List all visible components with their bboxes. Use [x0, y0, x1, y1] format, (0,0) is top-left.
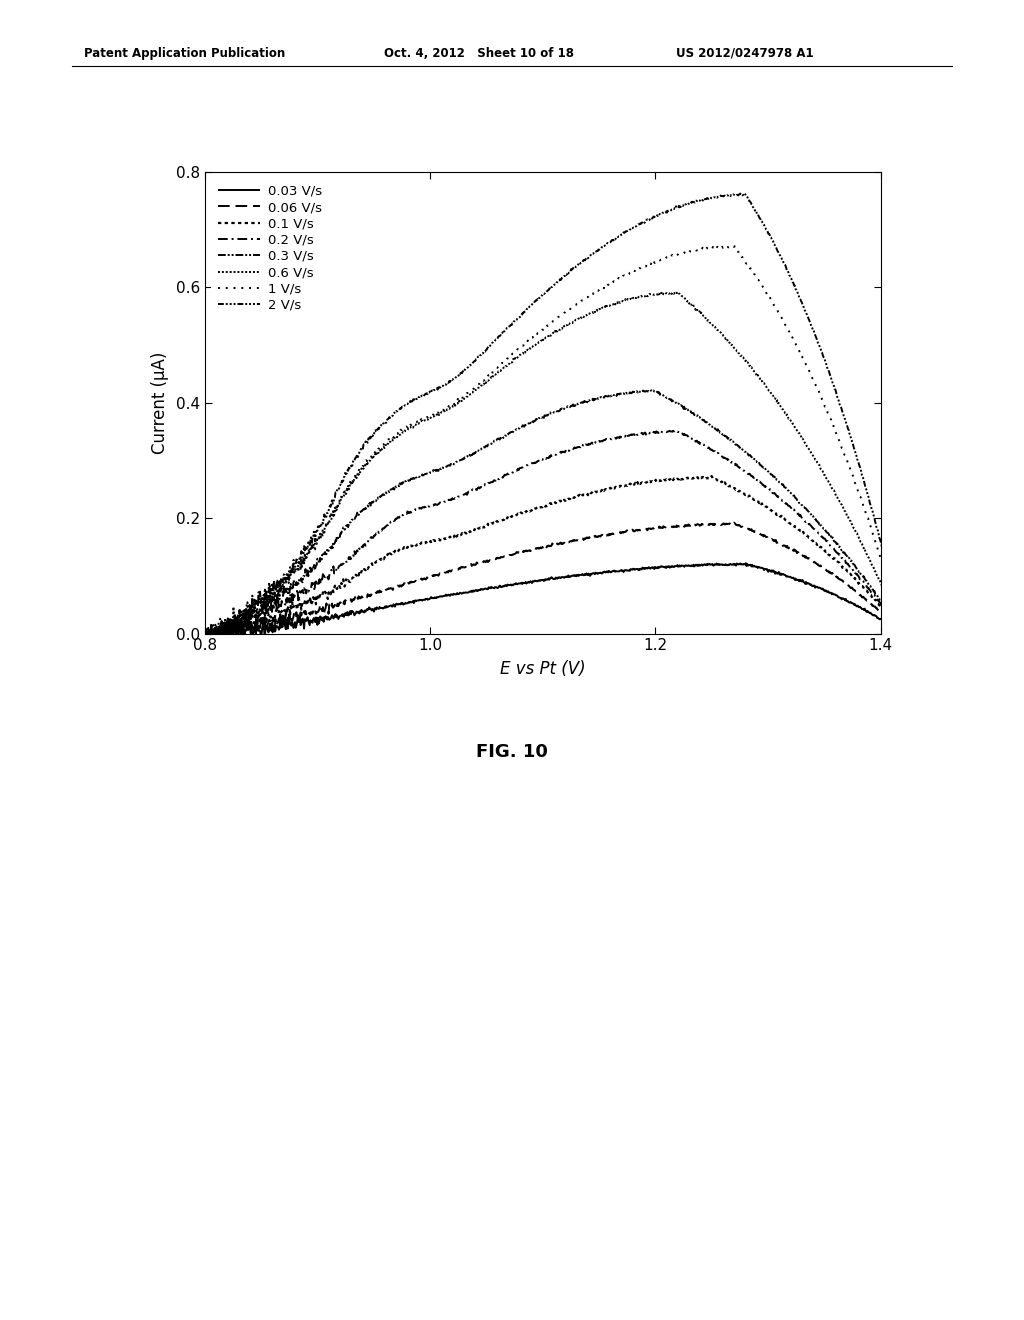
0.1 V/s — [706, 469, 718, 484]
0.3 V/s — [213, 631, 225, 647]
Line: 0.3 V/s: 0.3 V/s — [205, 391, 903, 639]
0.06 V/s — [728, 515, 740, 531]
0.1 V/s — [270, 601, 283, 616]
0.03 V/s — [897, 626, 909, 642]
0.3 V/s — [199, 622, 211, 638]
0.6 V/s — [270, 576, 283, 591]
1 V/s — [744, 260, 757, 276]
0.03 V/s — [739, 556, 752, 572]
0.06 V/s — [206, 630, 218, 645]
0.1 V/s — [897, 626, 909, 642]
0.6 V/s — [200, 631, 212, 647]
0.2 V/s — [506, 465, 518, 480]
1 V/s — [507, 346, 519, 362]
0.1 V/s — [679, 471, 691, 487]
Line: 0.03 V/s: 0.03 V/s — [205, 564, 903, 643]
Text: US 2012/0247978 A1: US 2012/0247978 A1 — [676, 46, 813, 59]
0.1 V/s — [217, 632, 229, 648]
0.3 V/s — [680, 401, 692, 417]
0.06 V/s — [199, 626, 211, 642]
0.03 V/s — [757, 561, 769, 577]
Text: Patent Application Publication: Patent Application Publication — [84, 46, 286, 59]
0.2 V/s — [679, 426, 691, 442]
0.03 V/s — [199, 624, 211, 640]
2 V/s — [507, 315, 519, 331]
0.06 V/s — [507, 546, 519, 562]
0.3 V/s — [507, 424, 519, 440]
1 V/s — [720, 238, 732, 253]
Line: 0.1 V/s: 0.1 V/s — [205, 477, 903, 640]
0.06 V/s — [270, 618, 283, 634]
0.06 V/s — [744, 521, 757, 537]
2 V/s — [481, 339, 494, 355]
X-axis label: E vs Pt (V): E vs Pt (V) — [500, 660, 586, 678]
2 V/s — [679, 197, 691, 213]
0.03 V/s — [679, 557, 691, 573]
0.1 V/s — [757, 498, 769, 513]
Line: 0.06 V/s: 0.06 V/s — [205, 523, 903, 638]
0.3 V/s — [897, 626, 909, 642]
0.6 V/s — [680, 292, 692, 308]
0.2 V/s — [897, 624, 909, 640]
1 V/s — [204, 631, 216, 647]
0.3 V/s — [757, 459, 769, 475]
0.06 V/s — [679, 517, 691, 533]
0.3 V/s — [270, 587, 283, 603]
0.2 V/s — [743, 466, 756, 482]
0.06 V/s — [897, 626, 909, 642]
0.2 V/s — [669, 422, 681, 438]
0.03 V/s — [481, 581, 494, 597]
Line: 0.6 V/s: 0.6 V/s — [205, 292, 903, 639]
Line: 2 V/s: 2 V/s — [205, 194, 903, 638]
0.6 V/s — [757, 375, 769, 391]
0.1 V/s — [507, 508, 519, 524]
1 V/s — [270, 589, 283, 605]
2 V/s — [199, 626, 211, 642]
2 V/s — [744, 194, 757, 210]
0.2 V/s — [270, 595, 283, 611]
1 V/s — [897, 624, 909, 640]
0.6 V/s — [897, 626, 909, 642]
0.3 V/s — [647, 383, 659, 399]
0.06 V/s — [481, 554, 494, 570]
0.6 V/s — [507, 351, 519, 367]
2 V/s — [757, 216, 769, 232]
0.3 V/s — [481, 437, 494, 453]
Y-axis label: Current (μA): Current (μA) — [151, 351, 169, 454]
Line: 0.2 V/s: 0.2 V/s — [205, 430, 903, 639]
1 V/s — [679, 246, 691, 261]
0.6 V/s — [665, 284, 677, 300]
0.03 V/s — [232, 635, 245, 651]
1 V/s — [199, 626, 211, 642]
0.1 V/s — [481, 516, 494, 532]
2 V/s — [200, 630, 212, 645]
0.2 V/s — [199, 631, 211, 647]
0.03 V/s — [270, 618, 283, 634]
2 V/s — [270, 573, 283, 589]
0.06 V/s — [757, 528, 769, 544]
0.1 V/s — [744, 490, 757, 506]
0.6 V/s — [744, 359, 757, 375]
Line: 1 V/s: 1 V/s — [205, 246, 903, 639]
0.1 V/s — [199, 623, 211, 639]
Text: Oct. 4, 2012   Sheet 10 of 18: Oct. 4, 2012 Sheet 10 of 18 — [384, 46, 574, 59]
2 V/s — [897, 626, 909, 642]
0.03 V/s — [744, 557, 757, 573]
0.6 V/s — [199, 624, 211, 640]
1 V/s — [481, 368, 494, 384]
Legend: 0.03 V/s, 0.06 V/s, 0.1 V/s, 0.2 V/s, 0.3 V/s, 0.6 V/s, 1 V/s, 2 V/s: 0.03 V/s, 0.06 V/s, 0.1 V/s, 0.2 V/s, 0.… — [211, 178, 329, 318]
2 V/s — [734, 186, 746, 202]
1 V/s — [757, 280, 769, 296]
Text: FIG. 10: FIG. 10 — [476, 743, 548, 762]
0.3 V/s — [744, 449, 757, 465]
0.6 V/s — [481, 372, 494, 388]
0.2 V/s — [481, 477, 494, 492]
0.2 V/s — [757, 477, 769, 492]
0.03 V/s — [507, 577, 519, 593]
